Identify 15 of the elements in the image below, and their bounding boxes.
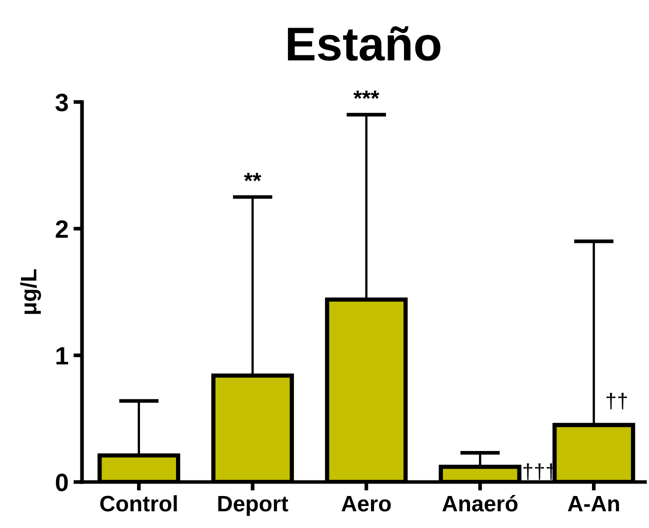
x-tick-label: Deport — [218, 496, 288, 516]
y-tick-label: 1 — [56, 347, 68, 364]
x-tick-label: Control — [100, 495, 177, 512]
y-axis-title: μg/L — [20, 269, 42, 314]
chart-title: Estaño — [288, 26, 440, 61]
annotation: ** — [244, 172, 262, 182]
annotation: †† — [606, 392, 627, 410]
y-tick-label: 2 — [56, 220, 68, 238]
y-tick-label: 3 — [55, 94, 68, 112]
annotation: ††† — [524, 463, 556, 480]
x-tick-label: Anaeró — [442, 495, 518, 512]
x-tick-label: Aero — [342, 496, 391, 512]
annotation: *** — [353, 90, 380, 99]
x-tick-label: A-An — [568, 496, 619, 512]
y-tick-label: 0 — [56, 474, 68, 492]
